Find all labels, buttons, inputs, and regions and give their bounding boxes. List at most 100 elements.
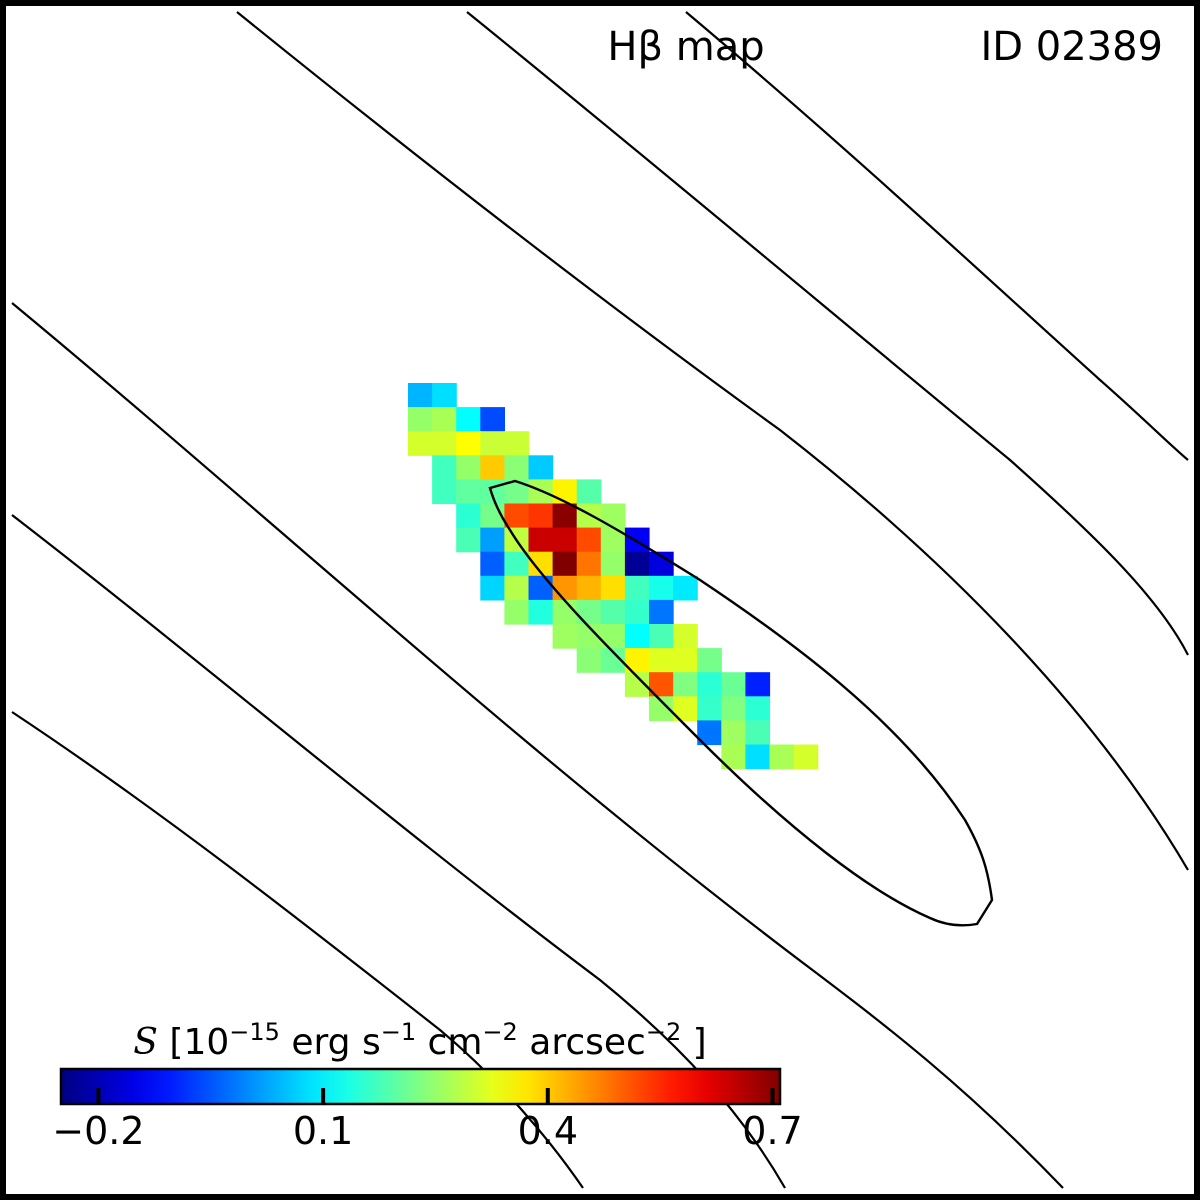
heatmap-cell (576, 648, 602, 673)
heatmap-cell (649, 575, 674, 601)
heatmap-cell (649, 624, 674, 649)
heatmap-cell (408, 431, 433, 456)
heatmap-cell (528, 599, 554, 625)
heatmap-cell (745, 744, 771, 770)
heatmap-cell (745, 672, 771, 697)
heatmap-cell (504, 575, 530, 601)
heatmap-cell (552, 624, 578, 649)
heatmap-cell (480, 455, 505, 480)
heatmap-cell (576, 527, 602, 553)
contour-line (685, 11, 1189, 461)
heatmap-cell (480, 527, 505, 553)
heatmap-cell (432, 455, 457, 480)
heatmap-cell (624, 599, 650, 625)
heatmap-cell (552, 551, 578, 577)
heatmap-cell (504, 431, 530, 456)
heatmap-cell (576, 479, 602, 505)
heatmap-cell (697, 672, 722, 697)
heatmap-cell (504, 599, 530, 625)
colorbar-tick-label: 0.1 (293, 1109, 353, 1153)
heatmap-cell (576, 503, 602, 529)
heatmap-cell (552, 503, 578, 529)
colorbar-label-part: erg s (280, 1022, 381, 1063)
heatmap-cell (600, 599, 626, 625)
colorbar: −0.2 0.1 0.4 0.7 (52, 1067, 803, 1153)
heatmap-cell (793, 744, 819, 770)
heatmap-cell (432, 383, 457, 408)
colorbar-tick-label: 0.7 (742, 1109, 802, 1153)
heatmap-cell (480, 551, 505, 577)
colorbar-gradient (59, 1067, 782, 1106)
heatmap-cell (649, 599, 674, 625)
heatmap-cell (552, 599, 578, 625)
heatmap-cell (504, 455, 530, 480)
colorbar-label-exponent: −15 (229, 1018, 280, 1046)
colorbar-label-part: [ (158, 1022, 184, 1063)
object-id: ID 02389 (980, 24, 1163, 70)
heatmap-cell (552, 479, 578, 505)
heatmap-cell (456, 527, 481, 553)
heatmap-cell (432, 407, 457, 432)
heatmap-cell (721, 720, 746, 746)
contour-line (11, 302, 1064, 1189)
colorbar-tick-label: −0.2 (52, 1109, 144, 1153)
heatmap-cell (721, 696, 746, 721)
heatmap-cell (624, 624, 650, 649)
heatmap-cell (624, 527, 650, 553)
heatmap-cell (480, 431, 505, 456)
heatmap-cell (576, 575, 602, 601)
contour-line (236, 11, 1189, 871)
heatmap-cell (480, 575, 505, 601)
heatmap-cells (408, 383, 819, 770)
heatmap-cell (576, 551, 602, 577)
heatmap-cell (697, 696, 722, 721)
colorbar-label-part: S (133, 1022, 158, 1063)
aperture-ellipse (488, 479, 994, 927)
heatmap-cell (456, 431, 481, 456)
heatmap-cell (697, 648, 722, 673)
colorbar-ticks: −0.2 0.1 0.4 0.7 (52, 1088, 803, 1153)
heatmap-cell (600, 551, 626, 577)
contour-lines (11, 11, 1189, 1189)
map-title: Hβ map (607, 24, 764, 70)
heatmap-cell (673, 624, 698, 649)
heatmap-cell (600, 575, 626, 601)
heatmap-cell (456, 407, 481, 432)
colorbar-label-part: 10 (183, 1022, 229, 1063)
heatmap-cell (624, 575, 650, 601)
colorbar-label-exponent: −1 (381, 1018, 416, 1046)
heatmap-cell (432, 431, 457, 456)
heatmap-cell (673, 575, 698, 601)
heatmap-cell (432, 479, 457, 505)
heatmap-cell (552, 575, 578, 601)
colorbar-label: S [10−15 erg s−1 cm−2 arcsec−2 ] (133, 1018, 706, 1063)
heatmap-cell (456, 479, 481, 505)
heatmap-cell (552, 527, 578, 553)
heatmap-cell (480, 479, 505, 505)
colorbar-label-part: arcsec (518, 1022, 646, 1063)
heatmap-cell (649, 648, 674, 673)
heatmap-cell (504, 551, 530, 577)
contour-line (466, 11, 1189, 656)
heatmap-cell (600, 503, 626, 529)
heatmap-cell (745, 720, 771, 746)
heatmap-cell (408, 383, 433, 408)
contour-line (11, 711, 584, 1189)
colorbar-tick-label: 0.4 (518, 1109, 578, 1153)
heatmap-cell (528, 503, 554, 529)
heatmap-cell (456, 503, 481, 529)
heatmap-cell (528, 527, 554, 553)
colorbar-label-exponent: −2 (646, 1018, 681, 1046)
heatmap-cell (576, 599, 602, 625)
heatmap-cell (480, 407, 505, 432)
heatmap-cell (721, 672, 746, 697)
colorbar-label-part: ] (681, 1022, 707, 1063)
colorbar-label-exponent: −2 (482, 1018, 517, 1046)
heatmap-cell (528, 455, 554, 480)
heatmap-cell (673, 648, 698, 673)
heatmap-cell (769, 744, 795, 770)
colorbar-label-part: cm (416, 1022, 482, 1063)
heatmap-cell (624, 551, 650, 577)
